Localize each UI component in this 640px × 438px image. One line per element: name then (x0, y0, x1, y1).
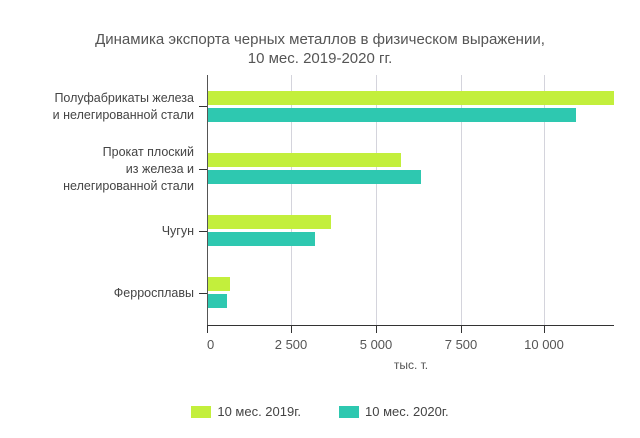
gridline-2500 (291, 75, 292, 325)
category-label-line: нелегированной стали (63, 179, 194, 193)
bar-2019 (208, 277, 230, 291)
x-tick-label: 7 500 (444, 337, 478, 352)
legend-item-2019[interactable]: 10 мес. 2019г. (191, 404, 301, 419)
legend-swatch-2019 (191, 405, 212, 418)
category-label-line: Прокат плоский (102, 145, 194, 159)
legend-label-2019: 10 мес. 2019г. (217, 404, 301, 419)
y-tick (199, 231, 207, 232)
category-label-line: из железа и (125, 162, 194, 176)
y-tick (199, 293, 207, 294)
gridline-7500 (461, 75, 462, 325)
gridline-5000 (376, 75, 377, 325)
x-tick-label: 2 500 (274, 337, 308, 352)
y-tick (199, 169, 207, 170)
legend-swatch-2020 (339, 405, 359, 418)
category-label-line: Полуфабрикаты железа (54, 91, 194, 105)
y-tick (199, 106, 207, 107)
chart-title: Динамика экспорта черных металлов в физи… (0, 30, 640, 68)
chart-title-line-2: 10 мес. 2019-2020 гг. (247, 50, 393, 67)
bar-2020 (208, 293, 228, 308)
category-label-flat-rolled: Прокат плоский из железа и нелегированно… (63, 144, 194, 195)
x-tick (461, 325, 462, 333)
gridline-10000 (544, 75, 545, 325)
category-label-semi-finished: Полуфабрикаты железа и нелегированной ст… (53, 90, 194, 124)
x-axis-line (207, 325, 614, 326)
chart-title-line-1: Динамика экспорта черных металлов в физи… (95, 31, 545, 48)
x-tick-label: 5 000 (359, 337, 393, 352)
category-label-line: Ферросплавы (113, 286, 194, 300)
x-tick-label: 10 000 (524, 337, 564, 352)
x-tick (376, 325, 377, 333)
plot-area (208, 75, 614, 325)
x-tick (291, 325, 292, 333)
category-label-ferroalloys: Ферросплавы (114, 285, 194, 302)
category-label-line: и нелегированной стали (52, 108, 194, 122)
bar-2019 (208, 91, 614, 105)
x-tick (544, 325, 545, 333)
bar-2020 (208, 231, 315, 246)
y-axis-line (207, 75, 208, 333)
legend: 10 мес. 2019г. 10 мес. 2020г. (0, 404, 640, 419)
bar-2020 (208, 107, 576, 122)
legend-label-2020: 10 мес. 2020г. (365, 404, 449, 419)
category-label-pig-iron: Чугун (162, 223, 194, 240)
bar-2019 (208, 215, 331, 229)
x-axis-title: тыс. т. (393, 358, 429, 372)
bar-2019 (208, 153, 401, 167)
x-tick-label: 0 (207, 337, 215, 352)
x-tick (207, 325, 208, 333)
bar-2020 (208, 169, 422, 184)
legend-item-2020[interactable]: 10 мес. 2020г. (339, 404, 449, 419)
category-label-line: Чугун (161, 224, 194, 238)
